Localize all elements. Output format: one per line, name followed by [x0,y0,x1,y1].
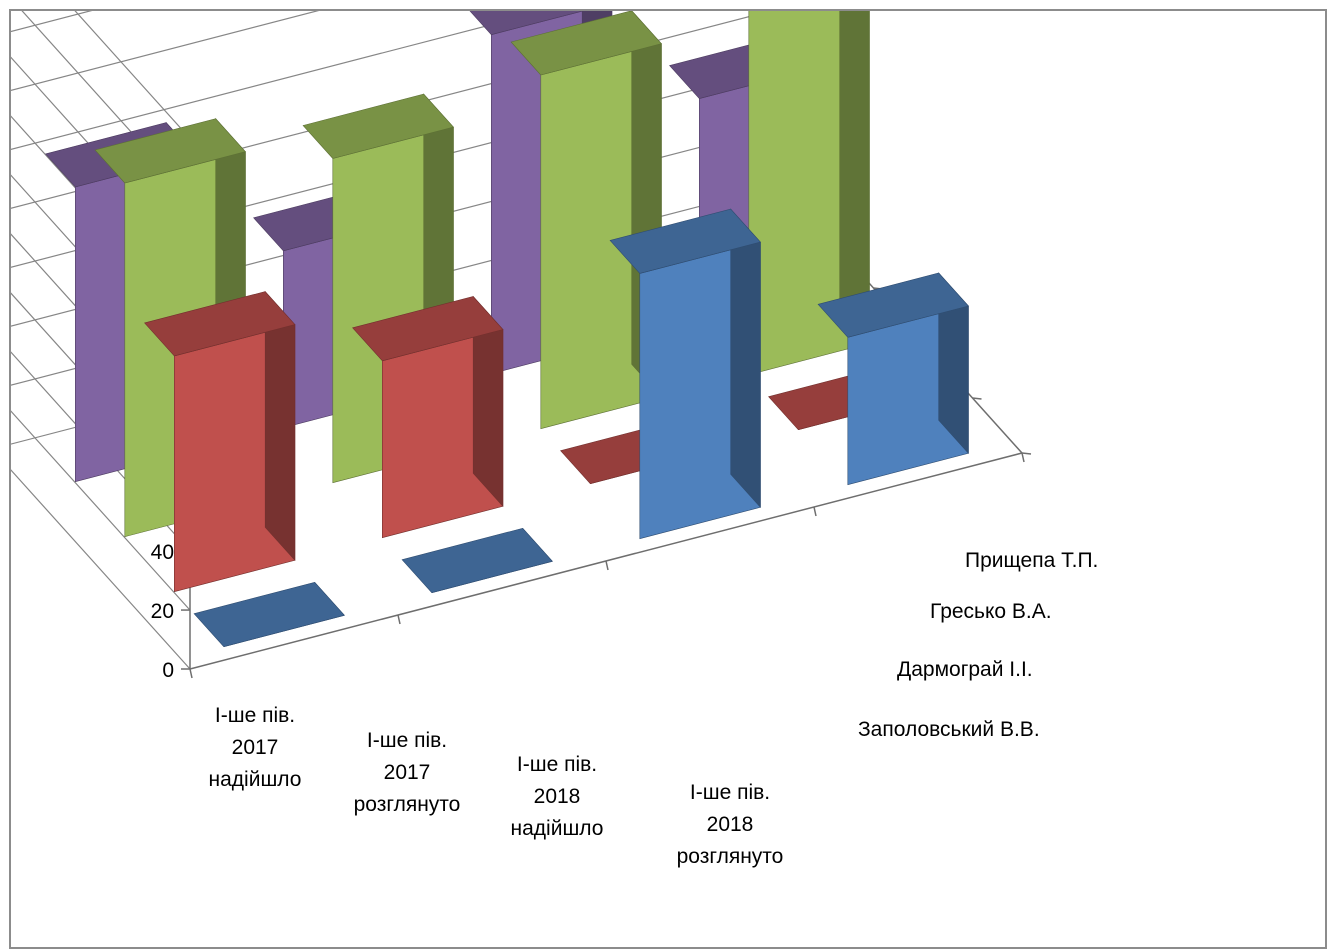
bar-top-0-0 [193,581,345,648]
bar-top-2-1 [302,93,454,159]
category-tick-mark-0 [189,668,193,679]
bar-top-2-2 [510,11,662,76]
value-tick-label-0: 0 [162,659,174,682]
bar-0-3 [817,272,969,486]
category-label-3-line-2: розглянуто [677,845,784,868]
series-label-1: Дармограй І.І. [897,658,1033,681]
bar-front-2-3 [748,11,870,376]
bar-side-0-2 [730,208,761,509]
value-tick-label-20: 20 [151,600,174,623]
column-chart-3d: 020406080100120140160180І-ше пів.2017над… [11,11,1098,868]
category-label-3-line-1: 2018 [707,813,754,836]
bar-top-0-3 [817,272,969,338]
bar-0-0 [193,581,345,648]
bar-0-1 [401,527,553,594]
value-tick-label-40: 40 [151,541,174,564]
bar-side-1-0 [264,290,296,562]
category-label-1-line-0: І-ше пів. [367,729,447,752]
category-label-0-line-2: надійшло [209,768,302,791]
category-tick-mark-1 [397,614,401,625]
bar-2-2 [510,11,662,430]
gridline-160 [21,11,191,198]
category-tick-mark-3 [813,506,817,517]
category-label-2-line-2: надійшло [511,817,604,840]
category-tick-mark-2 [605,560,609,571]
category-tick-mark-4 [1021,452,1025,463]
bar-1-0 [144,290,296,593]
series-label-0: Заполовський В.В. [858,718,1040,741]
category-label-2-line-0: І-ше пів. [517,753,597,776]
series-label-3: Прищепа Т.П. [965,549,1098,572]
bar-top-1-1 [352,296,504,362]
category-label-2-line-1: 2018 [534,785,581,808]
category-label-3-line-0: І-ше пів. [690,781,770,804]
gridline-180 [74,11,191,139]
bar-1-1 [352,295,504,539]
series-tick-mark-0 [1021,452,1032,455]
category-label-1-line-2: розглянуто [354,793,461,816]
bar-0-2 [609,208,761,540]
series-tick-mark-1 [972,397,982,400]
series-label-2: Гресько В.А. [930,600,1052,623]
bar-top-1-0 [144,291,296,357]
category-label-0-line-1: 2017 [232,736,279,759]
category-label-1-line-1: 2017 [384,761,431,784]
bar-top-2-0 [94,118,246,184]
bar-top-3-2 [469,11,584,36]
bar-top-0-2 [609,208,761,274]
chart-frame: 020406080100120140160180І-ше пів.2017над… [9,9,1327,949]
bar-2-3 [748,11,870,376]
category-label-0-line-0: І-ше пів. [215,704,295,727]
bar-top-0-1 [401,527,553,594]
